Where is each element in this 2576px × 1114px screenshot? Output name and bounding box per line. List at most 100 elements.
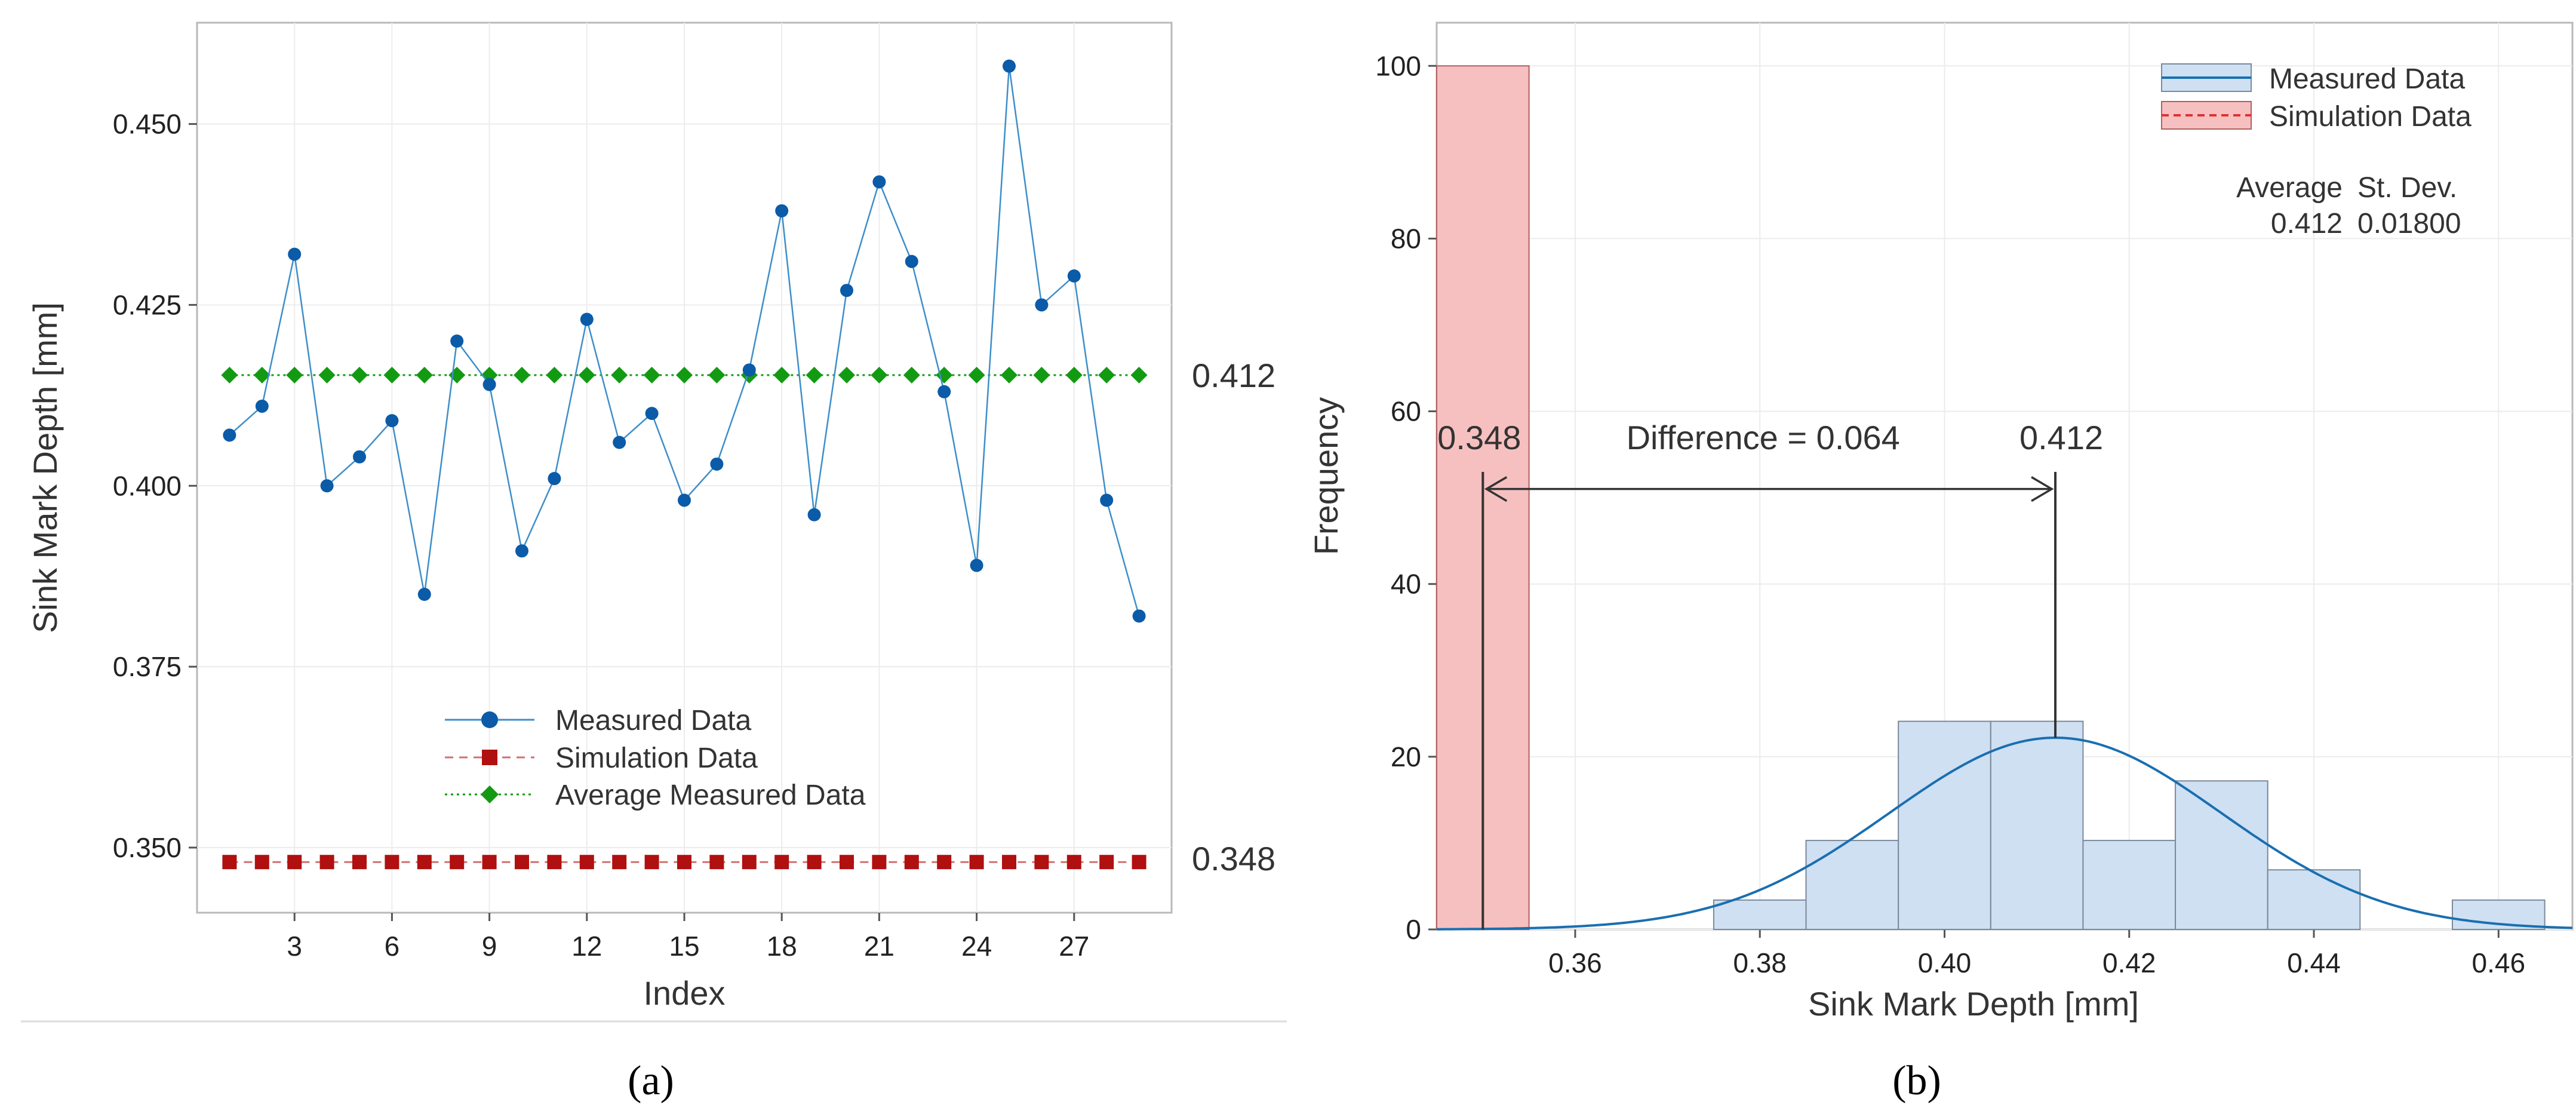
simulation-point [287,855,302,870]
average-point [1130,366,1148,383]
measured-point [320,479,334,493]
simulation-point [904,855,919,870]
simulation-point [1066,855,1081,870]
measured-point [1132,609,1146,623]
caption-b: (b) [1892,1058,1941,1104]
x-tick-label: 18 [767,931,797,962]
simulation-point [840,855,854,870]
simulation-point [969,855,984,870]
x-tick-label: 21 [864,931,894,962]
measured-point [937,385,951,398]
measured-point [905,254,918,268]
average-point [383,366,401,383]
simulation-point [1002,855,1016,870]
simulation-point [254,855,269,870]
average-point [676,366,693,383]
measured-point [450,334,464,348]
legend-simulation-label: Simulation Data [2269,101,2472,133]
simulation-point [677,855,691,870]
simulation-point [352,855,367,870]
simulation-point [709,855,724,870]
average-point [643,366,660,383]
simulation-point [1034,855,1049,870]
measured-point [353,450,366,464]
measured-point [775,204,789,217]
stats-sd-header: St. Dev. [2357,172,2457,204]
measured-point [840,284,853,297]
measured-point [970,558,983,572]
measured-point [613,435,626,449]
measured-point [807,508,821,521]
panel-b-legend: Measured Data Simulation Data [2161,63,2472,133]
x-tick-label: 0.44 [2287,947,2341,978]
measured-point [678,493,691,507]
panel-a-legend: Measured Data Simulation Data Average Meas… [445,705,866,811]
average-point [773,366,791,383]
y-tick-label: 0.375 [113,651,182,682]
stats-average-value: 0.412 [2271,208,2343,240]
x-tick-label: 0.40 [1918,947,1972,978]
y-tick-label: 0.350 [113,832,182,863]
y-tick-label: 100 [1375,50,1421,81]
measured-point [385,414,399,428]
measured-point [482,378,496,391]
average-point [221,366,238,383]
y-tick-label: 0.450 [113,109,182,140]
y-tick-label: 20 [1391,741,1421,772]
legend-simulation-marker [482,750,497,765]
difference-arrow-right-head [2031,476,2054,502]
measured-point [710,457,724,471]
x-tick-label: 0.38 [1733,947,1787,978]
y-tick-label: 60 [1391,396,1421,427]
measured-point [580,312,594,326]
simulation-point [579,855,594,870]
simulation-point [450,855,465,870]
difference-arrow-left-head [1484,476,1508,502]
panel-a-simulation-label: 0.348 [1192,840,1275,877]
y-tick-label: 40 [1391,569,1421,600]
simulation-point [417,855,432,870]
measured-point [1067,269,1081,283]
measured-point [223,428,236,442]
average-point [806,366,823,383]
average-point [936,366,953,383]
average-point [1001,366,1018,383]
x-tick-label: 24 [961,931,992,962]
simulation-point [612,855,627,870]
measured-point [417,587,431,601]
annotation-right-label: 0.412 [2019,419,2103,456]
average-point [1065,366,1083,383]
average-point [578,366,595,383]
simulation-point [742,855,757,870]
y-tick-label: 0.425 [113,289,182,320]
panel-b-y-ticks: 0 20 40 60 80 100 [1375,50,1437,945]
average-point [708,366,726,383]
panel-b-annotation: 0.348 Difference = 0.064 0.412 [1437,419,2103,929]
simulation-point [547,855,562,870]
measured-point [255,400,269,413]
panel-b-gridlines [1437,23,2572,930]
panel-a-average-label: 0.412 [1192,357,1275,394]
simulation-point [807,855,822,870]
average-point [1033,366,1050,383]
panel-b-normal-fit [1437,736,2573,931]
stats-sd-value: 0.01800 [2357,208,2461,240]
measured-point [288,247,302,261]
simulation-point [482,855,497,870]
legend-simulation-label: Simulation Data [555,742,758,774]
panel-b-x-ticks: 0.36 0.38 0.40 0.42 0.44 0.46 [1548,929,2525,978]
average-point [514,366,530,383]
measured-histogram-bar [1805,840,1899,930]
panel-b: 0 20 40 60 80 100 0.36 0.38 0.40 0.42 0.44 0.46 0.… [1307,22,2574,1023]
panel-a-y-axis-label: Sink Mark Depth [mm] [26,302,64,633]
y-tick-label: 0.400 [113,470,182,501]
x-tick-label: 0.46 [2472,947,2526,978]
average-point [546,366,563,383]
annotation-left-label: 0.348 [1437,419,1521,456]
measured-histogram-bar [2175,780,2268,931]
average-point [871,366,888,383]
x-tick-label: 0.42 [2102,947,2156,978]
legend-average-marker [481,785,499,803]
average-point [318,366,336,383]
panel-b-x-axis-label: Sink Mark Depth [mm] [1808,985,2139,1023]
